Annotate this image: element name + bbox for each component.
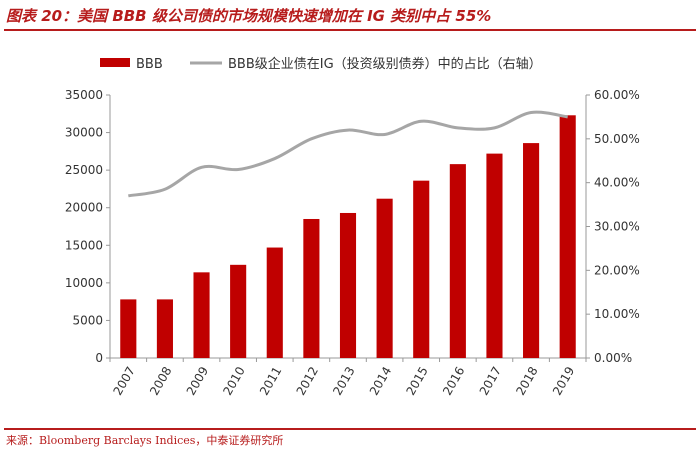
chart: BBB BBB级企业债在IG（投资级别债券）中的占比（右轴） 0 5000 10000… <box>65 56 640 398</box>
x-tick-label: 2018 <box>513 364 540 397</box>
y-tick-label: 15000 <box>65 238 103 252</box>
legend-label-bbb: BBB <box>136 57 163 72</box>
source-note: 来源：Bloomberg Barclays Indices，中泰证券研究所 <box>6 434 284 447</box>
y-tick-label: 10000 <box>65 276 103 290</box>
y-tick-label: 20000 <box>65 201 103 215</box>
y2-tick-label: 10.00% <box>594 307 640 321</box>
y2-tick-label: 50.00% <box>594 132 640 146</box>
bar <box>449 164 466 358</box>
x-tick-label: 2010 <box>220 364 247 397</box>
bar <box>413 180 430 358</box>
bar <box>266 247 283 358</box>
bar <box>303 218 320 358</box>
y-tick-label: 30000 <box>65 126 103 140</box>
bar <box>193 272 210 358</box>
y-tick-label: 5000 <box>72 313 103 327</box>
x-tick-label: 2012 <box>294 364 321 397</box>
legend-label-share: BBB级企业债在IG（投资级别债券）中的占比（右轴） <box>228 56 542 72</box>
x-tick-label: 2014 <box>367 364 394 397</box>
source-divider <box>4 428 696 430</box>
x-tick-label: 2016 <box>440 364 467 397</box>
y-tick-label: 35000 <box>65 88 103 102</box>
y-tick-label: 0 <box>95 351 103 365</box>
y-tick-label: 25000 <box>65 163 103 177</box>
title-divider <box>4 29 696 31</box>
bar <box>486 153 503 358</box>
legend-swatch-bbb <box>100 58 130 67</box>
x-tick-label: 2013 <box>330 364 357 397</box>
x-tick-label: 2011 <box>257 364 284 397</box>
bar <box>376 198 393 358</box>
bar <box>156 299 173 358</box>
bar <box>559 115 576 358</box>
bar <box>230 264 247 358</box>
chart-title: 图表 20：美国 BBB 级公司债的市场规模快速增加在 IG 类别中占 55% <box>6 7 492 25</box>
x-tick-label: 2019 <box>550 364 577 397</box>
x-tick-label: 2008 <box>147 364 174 397</box>
line-series <box>128 110 568 198</box>
x-tick-label: 2017 <box>477 364 504 397</box>
y2-tick-label: 0.00% <box>594 351 632 365</box>
x-tick-label: 2009 <box>184 364 211 397</box>
y2-tick-label: 30.00% <box>594 220 640 234</box>
x-tick-label: 2015 <box>403 364 430 397</box>
y2-tick-label: 20.00% <box>594 263 640 277</box>
y2-tick-label: 60.00% <box>594 88 640 102</box>
legend: BBB BBB级企业债在IG（投资级别债券）中的占比（右轴） <box>100 56 542 72</box>
bar-series <box>120 115 576 358</box>
bar <box>523 143 540 358</box>
y2-tick-label: 40.00% <box>594 176 640 190</box>
x-tick-label: 2007 <box>111 364 138 397</box>
bar <box>120 299 137 358</box>
bar <box>339 212 357 358</box>
